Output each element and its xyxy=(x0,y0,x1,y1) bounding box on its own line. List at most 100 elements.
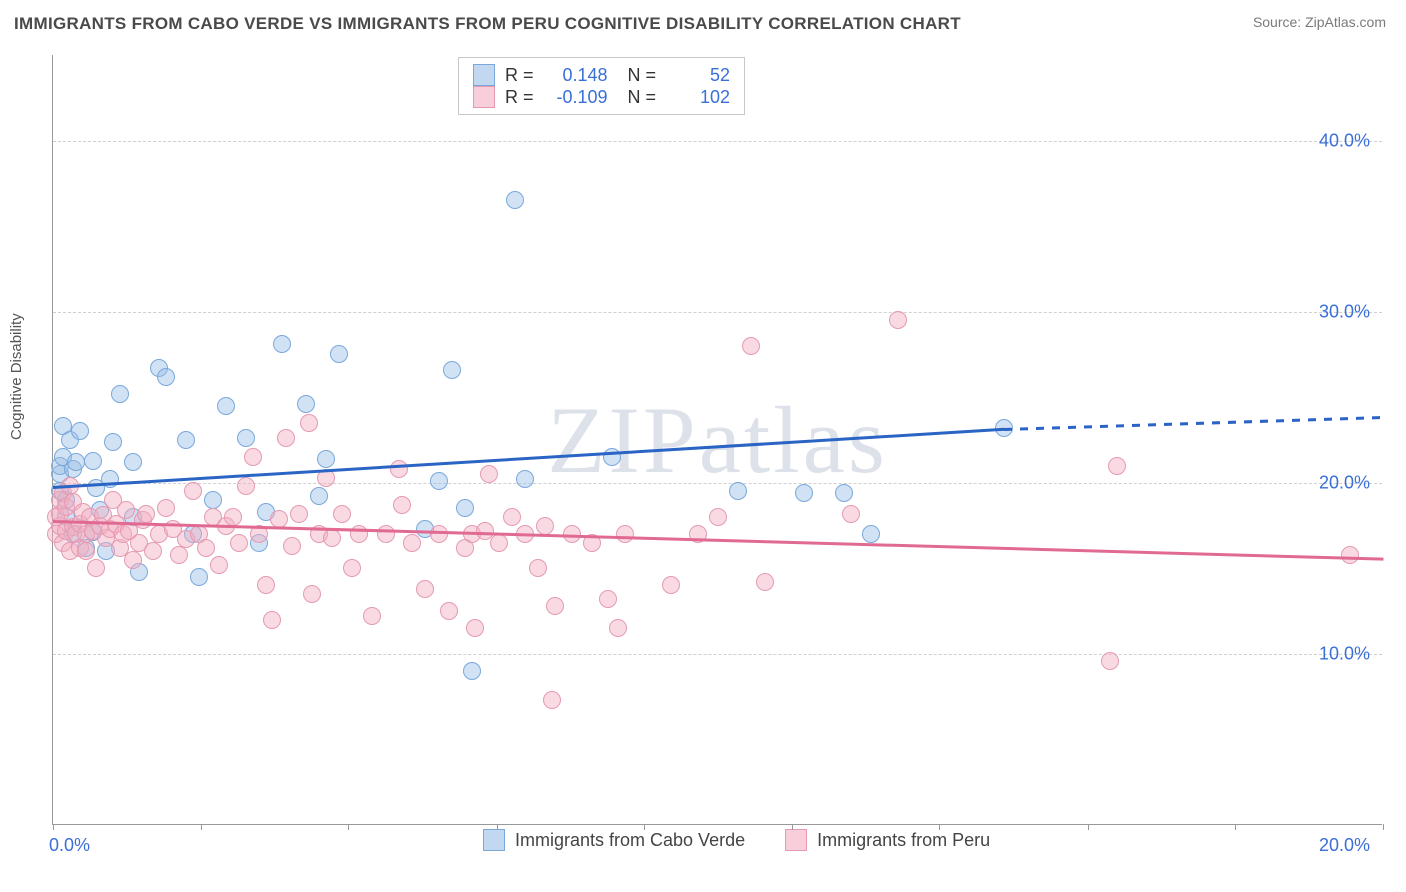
data-point xyxy=(244,448,262,466)
data-point xyxy=(197,539,215,557)
x-tick-label: 0.0% xyxy=(49,835,90,856)
correlation-legend: R = 0.148 N = 52 R = -0.109 N = 102 xyxy=(458,57,745,115)
data-point xyxy=(67,453,85,471)
scatter-chart: ZIPatlas R = 0.148 N = 52 R = -0.109 N =… xyxy=(52,55,1382,825)
r-value-b: -0.109 xyxy=(550,87,608,108)
data-point xyxy=(277,429,295,447)
n-label: N = xyxy=(618,65,657,86)
y-tick-label: 10.0% xyxy=(1319,643,1370,664)
data-point xyxy=(862,525,880,543)
data-point xyxy=(616,525,634,543)
data-point xyxy=(124,551,142,569)
data-point xyxy=(466,619,484,637)
y-tick-label: 30.0% xyxy=(1319,301,1370,322)
chart-title: IMMIGRANTS FROM CABO VERDE VS IMMIGRANTS… xyxy=(14,14,961,34)
x-tick xyxy=(1088,824,1089,830)
series-name-a: Immigrants from Cabo Verde xyxy=(515,830,745,851)
data-point xyxy=(440,602,458,620)
n-value-b: 102 xyxy=(672,87,730,108)
y-axis-label: Cognitive Disability xyxy=(8,313,25,440)
data-point xyxy=(709,508,727,526)
data-point xyxy=(157,499,175,517)
data-point xyxy=(257,576,275,594)
gridline xyxy=(53,312,1382,313)
regression-line xyxy=(1004,416,1383,431)
n-value-a: 52 xyxy=(672,65,730,86)
data-point xyxy=(662,576,680,594)
data-point xyxy=(456,499,474,517)
data-point xyxy=(124,453,142,471)
data-point xyxy=(310,487,328,505)
y-tick-label: 20.0% xyxy=(1319,472,1370,493)
data-point xyxy=(529,559,547,577)
data-point xyxy=(170,546,188,564)
data-point xyxy=(536,517,554,535)
x-tick xyxy=(348,824,349,830)
data-point xyxy=(393,496,411,514)
data-point xyxy=(390,460,408,478)
data-point xyxy=(204,491,222,509)
data-point xyxy=(237,477,255,495)
data-point xyxy=(297,395,315,413)
series-legend: Immigrants from Cabo Verde Immigrants fr… xyxy=(483,829,990,851)
data-point xyxy=(1101,652,1119,670)
data-point xyxy=(300,414,318,432)
data-point xyxy=(317,450,335,468)
data-point xyxy=(463,662,481,680)
x-tick xyxy=(1235,824,1236,830)
data-point xyxy=(443,361,461,379)
data-point xyxy=(290,505,308,523)
data-point xyxy=(1108,457,1126,475)
data-point xyxy=(480,465,498,483)
data-point xyxy=(190,568,208,586)
n-label: N = xyxy=(618,87,657,108)
data-point xyxy=(729,482,747,500)
data-point xyxy=(71,422,89,440)
data-point xyxy=(270,510,288,528)
data-point xyxy=(184,482,202,500)
data-point xyxy=(516,470,534,488)
data-point xyxy=(430,472,448,490)
data-point xyxy=(84,452,102,470)
chart-header: IMMIGRANTS FROM CABO VERDE VS IMMIGRANTS… xyxy=(0,0,1406,50)
data-point xyxy=(177,431,195,449)
data-point xyxy=(217,397,235,415)
swatch-cabo-verde xyxy=(483,829,505,851)
data-point xyxy=(157,368,175,386)
data-point xyxy=(87,559,105,577)
r-label: R = xyxy=(505,65,534,86)
source-prefix: Source: xyxy=(1253,14,1305,30)
data-point xyxy=(795,484,813,502)
data-point xyxy=(330,345,348,363)
data-point xyxy=(416,580,434,598)
x-tick xyxy=(201,824,202,830)
data-point xyxy=(377,525,395,543)
data-point xyxy=(609,619,627,637)
data-point xyxy=(323,529,341,547)
data-point xyxy=(835,484,853,502)
data-point xyxy=(363,607,381,625)
y-tick-label: 40.0% xyxy=(1319,130,1370,151)
data-point xyxy=(842,505,860,523)
legend-row-b: R = -0.109 N = 102 xyxy=(473,86,730,108)
legend-item-peru: Immigrants from Peru xyxy=(785,829,990,851)
x-tick xyxy=(792,824,793,830)
data-point xyxy=(543,691,561,709)
data-point xyxy=(742,337,760,355)
data-point xyxy=(490,534,508,552)
data-point xyxy=(503,508,521,526)
r-label: R = xyxy=(505,87,534,108)
data-point xyxy=(283,537,301,555)
data-point xyxy=(506,191,524,209)
data-point xyxy=(104,433,122,451)
source-link[interactable]: ZipAtlas.com xyxy=(1305,14,1386,30)
data-point xyxy=(403,534,421,552)
gridline xyxy=(53,141,1382,142)
data-point xyxy=(599,590,617,608)
data-point xyxy=(303,585,321,603)
data-point xyxy=(263,611,281,629)
series-name-b: Immigrants from Peru xyxy=(817,830,990,851)
data-point xyxy=(111,385,129,403)
data-point xyxy=(230,534,248,552)
x-tick xyxy=(497,824,498,830)
